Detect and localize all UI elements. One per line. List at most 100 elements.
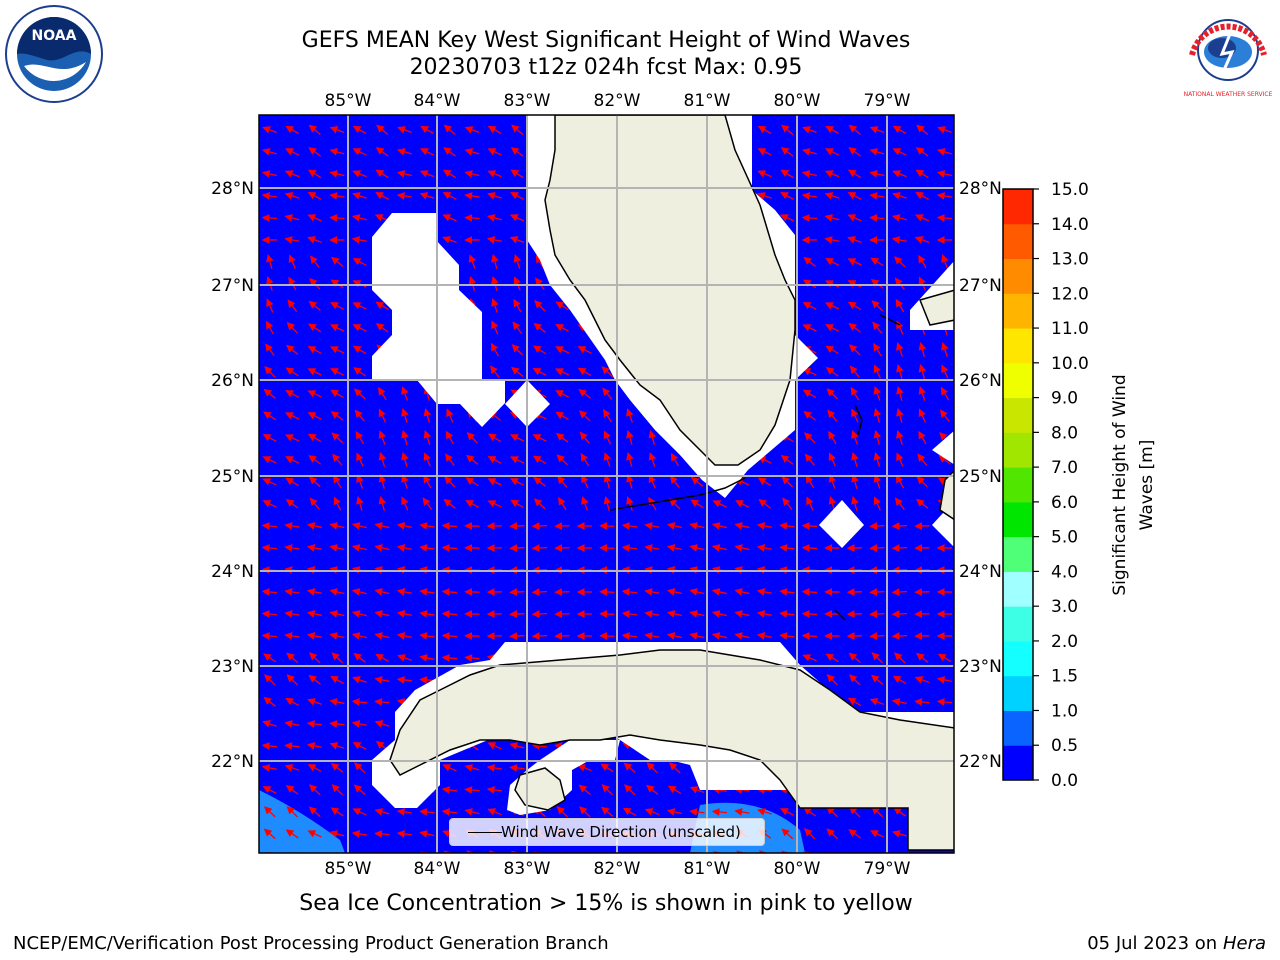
colorbar-tick-label: 1.0	[1051, 701, 1078, 721]
wind-arrow	[509, 236, 525, 244]
nws-logo-text: NATIONAL WEATHER SERVICE	[1184, 91, 1273, 98]
wind-arrow	[329, 698, 345, 706]
wind-arrow	[307, 192, 322, 200]
wind-arrow	[847, 258, 862, 266]
wind-arrow	[851, 408, 859, 423]
wind-arrow	[669, 498, 681, 510]
wind-arrow	[892, 148, 907, 156]
wind-arrow	[306, 852, 316, 853]
wind-arrow	[331, 652, 344, 664]
wind-arrow	[308, 784, 321, 796]
wind-arrow	[689, 786, 705, 794]
wind-arrow	[307, 236, 322, 244]
wind-arrow	[577, 764, 592, 772]
wind-arrow	[307, 390, 322, 398]
wind-arrow	[306, 610, 322, 618]
wind-arrow	[286, 806, 298, 818]
wind-arrow	[487, 192, 502, 200]
wind-arrow	[556, 454, 569, 466]
host-name: Hera	[1222, 933, 1266, 954]
wind-arrow	[352, 324, 367, 332]
wind-arrow	[351, 610, 367, 618]
wind-arrow	[936, 192, 953, 200]
lon-label-top: 80°W	[774, 91, 821, 111]
wind-arrow	[442, 236, 457, 244]
wind-arrow	[374, 830, 390, 838]
colorbar-segment	[1003, 293, 1033, 329]
wind-arrow	[533, 345, 547, 355]
wind-arrow	[263, 828, 276, 840]
wind-arrow	[329, 544, 345, 552]
wind-arrow	[329, 192, 345, 200]
wind-arrow	[396, 192, 413, 200]
wind-arrow	[351, 632, 367, 640]
wind-arrow	[396, 588, 413, 596]
wind-arrow	[824, 236, 840, 244]
colorbar-segment	[1003, 606, 1033, 642]
wind-arrow	[329, 610, 345, 618]
wind-arrow	[873, 452, 882, 467]
wind-arrow	[330, 389, 344, 399]
wind-arrow	[486, 764, 503, 772]
wind-arrow	[284, 544, 300, 552]
wind-arrow	[603, 452, 611, 467]
wind-arrow	[374, 808, 390, 816]
wind-arrow	[397, 852, 407, 853]
wind-arrow	[487, 478, 502, 486]
wind-arrow	[757, 192, 772, 200]
wind-arrow	[896, 364, 904, 379]
wind-arrow	[261, 742, 278, 750]
wind-arrow	[442, 169, 457, 179]
lat-label-left: 26°N	[211, 371, 254, 391]
wind-arrow	[396, 830, 413, 838]
wind-arrow	[734, 588, 750, 596]
wind-arrow	[599, 588, 615, 596]
wind-arrow	[464, 170, 480, 178]
wind-arrow	[308, 147, 322, 157]
wind-arrow	[689, 544, 705, 552]
wind-arrow	[825, 653, 839, 663]
wind-arrow	[307, 412, 322, 420]
wind-arrow	[847, 852, 856, 853]
wind-arrow	[894, 497, 905, 510]
wind-arrow	[285, 784, 299, 795]
wind-arrow	[555, 301, 569, 311]
wind-arrow	[711, 808, 728, 816]
wind-arrow	[734, 544, 750, 552]
wind-arrow	[306, 544, 322, 552]
wind-arrow	[554, 632, 570, 640]
wind-arrow	[802, 126, 817, 134]
bahamas-east	[939, 469, 954, 521]
wind-arrow	[757, 477, 772, 487]
wind-arrow	[690, 499, 704, 509]
wind-arrow	[262, 148, 277, 156]
wind-arrow	[352, 258, 367, 266]
wind-arrow	[937, 148, 952, 156]
wind-arrow	[801, 522, 818, 530]
wind-arrow	[331, 432, 344, 444]
wind-arrow	[464, 148, 480, 156]
wind-arrow	[869, 126, 885, 134]
wind-arrow	[510, 169, 524, 179]
wind-arrow	[265, 343, 275, 357]
wind-arrow	[915, 498, 929, 509]
colorbar-tick-label: 15.0	[1051, 180, 1089, 200]
wind-arrow	[577, 367, 592, 377]
wind-arrow	[329, 214, 345, 222]
wind-arrow	[847, 301, 862, 311]
lat-label-left: 28°N	[211, 179, 254, 199]
lat-label-left: 25°N	[211, 467, 254, 487]
wind-arrow	[848, 323, 861, 333]
wind-arrow	[826, 674, 838, 686]
wind-arrow	[621, 522, 638, 530]
wind-arrow	[308, 124, 321, 135]
colorbar-tick-label: 13.0	[1051, 250, 1089, 270]
wind-arrow	[284, 742, 300, 750]
wind-arrow	[894, 256, 906, 268]
wind-arrow	[330, 807, 344, 817]
colorbar-segment	[1003, 571, 1033, 607]
wind-arrow	[490, 342, 500, 357]
wind-arrow	[352, 345, 367, 355]
wind-arrow	[307, 764, 322, 772]
noaa-logo-text: NOAA	[32, 28, 77, 44]
